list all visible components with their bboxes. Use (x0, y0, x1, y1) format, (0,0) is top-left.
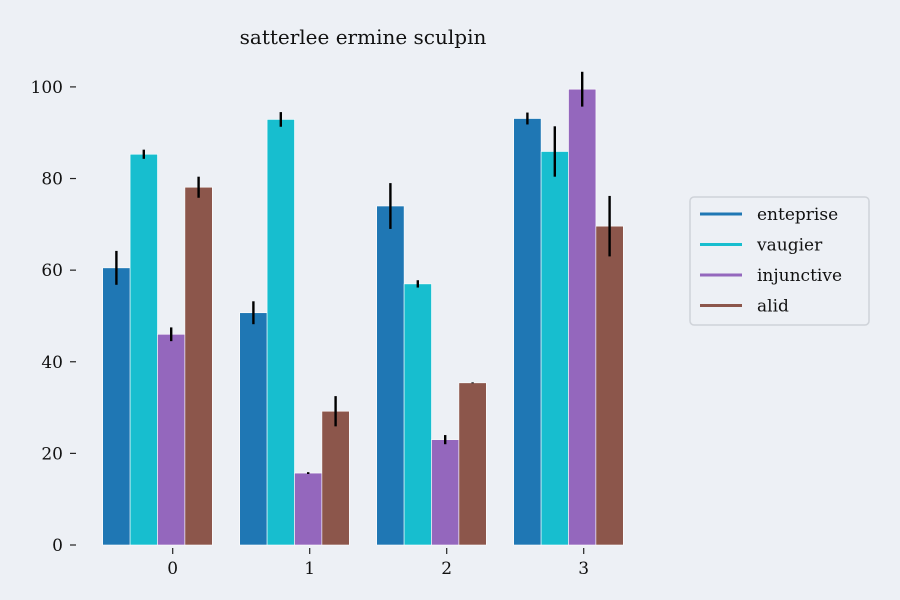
bar (267, 119, 294, 545)
y-tick-label: 40 (41, 353, 63, 373)
bar (404, 284, 431, 545)
legend-label: enteprise (757, 205, 838, 225)
chart-title: satterlee ermine sculpin (240, 25, 487, 49)
legend-label: injunctive (757, 266, 842, 286)
legend: enteprise vaugier injunctive alid (690, 197, 869, 325)
x-tick-label: 1 (304, 559, 315, 579)
y-tick-label: 100 (31, 78, 63, 98)
x-tick-label: 3 (578, 559, 589, 579)
x-tick-label: 2 (441, 559, 452, 579)
bar (130, 154, 157, 545)
legend-label: alid (757, 297, 789, 317)
bar (240, 313, 267, 545)
y-tick-label: 0 (52, 536, 63, 556)
bar (514, 119, 541, 545)
bar (377, 206, 404, 545)
y-tick-label: 80 (41, 170, 63, 190)
bar (185, 187, 212, 545)
x-axis: 0 1 2 3 (167, 548, 589, 579)
legend-label: vaugier (756, 236, 823, 256)
bar (569, 89, 596, 545)
bar (459, 383, 486, 545)
bars (103, 72, 624, 545)
bar (322, 411, 349, 545)
bar (295, 473, 322, 545)
bar (158, 334, 185, 545)
bar (596, 226, 623, 545)
y-tick-label: 20 (41, 444, 63, 464)
x-tick-label: 0 (167, 559, 178, 579)
bar (103, 268, 130, 545)
bar (432, 440, 459, 545)
y-axis: 0 20 40 60 80 100 (31, 78, 76, 556)
bar (541, 151, 568, 545)
y-tick-label: 60 (41, 261, 63, 281)
